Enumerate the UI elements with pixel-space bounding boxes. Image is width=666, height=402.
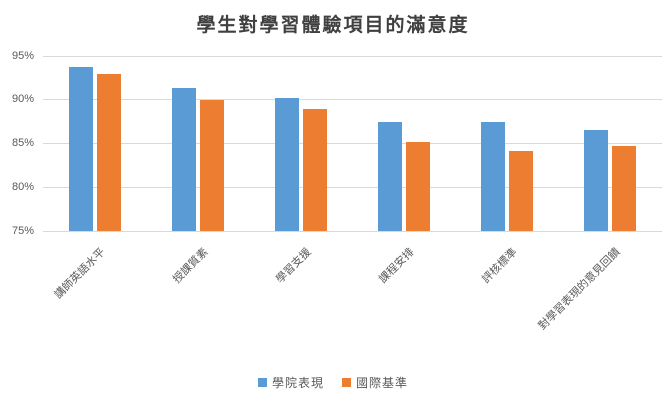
bar-series1-cat3 xyxy=(274,98,299,231)
bar-series1-cat5 xyxy=(481,121,506,231)
y-axis-label: 85% xyxy=(11,137,34,149)
bar-series1-cat1 xyxy=(68,67,93,231)
legend-item-series1: 學院表現 xyxy=(257,374,324,391)
bar-series1-cat2 xyxy=(171,87,196,231)
x-axis-label: 對學習表現的意見回饋 xyxy=(536,246,624,333)
gridline xyxy=(43,99,662,101)
legend-label: 學院表現 xyxy=(271,376,324,390)
legend-item-series2: 國際基準 xyxy=(342,374,408,391)
bar-series2-cat6 xyxy=(612,146,637,231)
legend-color-swatch xyxy=(257,378,267,387)
gridline xyxy=(43,143,662,144)
bar-series2-cat4 xyxy=(406,141,431,231)
bar-series2-cat5 xyxy=(509,150,534,231)
legend-color-swatch xyxy=(342,378,351,387)
y-axis-label: 80% xyxy=(11,180,34,193)
gridline xyxy=(43,186,662,188)
legend: 學院表現 國際基準 xyxy=(0,374,666,391)
bar-series1-cat4 xyxy=(378,121,403,231)
bar-series1-cat6 xyxy=(584,130,609,231)
gridline xyxy=(43,55,662,57)
bar-series2-cat3 xyxy=(302,109,327,231)
x-axis-label: 講師英語水平 xyxy=(52,246,108,302)
y-axis-label: 95% xyxy=(11,49,34,62)
x-axis-label: 評核標準 xyxy=(480,246,520,286)
y-axis-label: 90% xyxy=(11,93,34,106)
x-axis-label: 課程安排 xyxy=(377,246,417,286)
bar-series2-cat2 xyxy=(199,99,224,231)
gridline xyxy=(43,230,662,232)
x-axis-label: 學習支援 xyxy=(273,246,314,286)
y-axis-label: 75% xyxy=(11,224,34,237)
chart-title: 學生對學習體驗項目的滿意度 xyxy=(196,15,470,36)
bar-series2-cat1 xyxy=(96,74,121,231)
legend-label: 國際基準 xyxy=(356,376,409,390)
x-axis-label: 授課質素 xyxy=(170,246,211,286)
